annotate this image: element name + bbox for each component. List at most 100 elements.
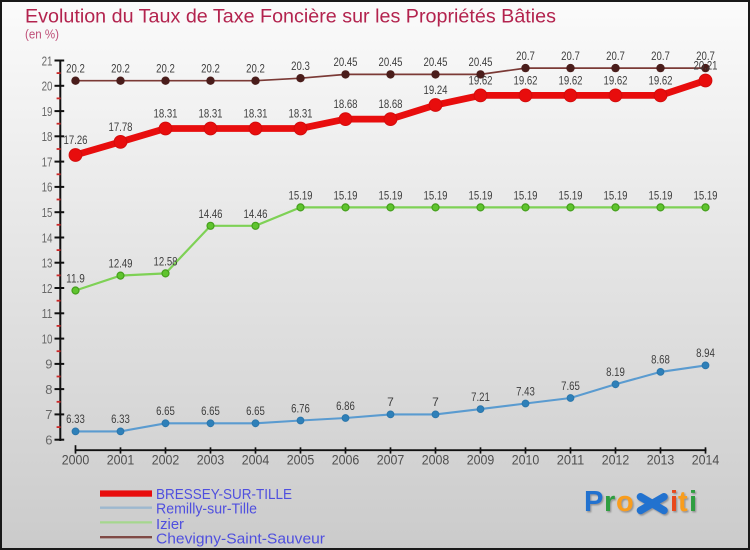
svg-text:12.58: 12.58 [154,254,178,268]
svg-text:19.24: 19.24 [424,83,448,97]
svg-text:20.7: 20.7 [696,49,715,63]
svg-text:18.31: 18.31 [199,107,223,121]
svg-text:20.21: 20.21 [694,59,718,73]
svg-text:2003: 2003 [197,453,225,468]
svg-text:8.68: 8.68 [651,353,670,367]
svg-text:9: 9 [45,357,52,372]
svg-text:17: 17 [42,154,53,169]
svg-text:7: 7 [432,395,439,409]
svg-text:18.68: 18.68 [334,97,358,111]
svg-text:15.19: 15.19 [514,188,538,202]
svg-text:20.3: 20.3 [291,59,310,73]
svg-text:2011: 2011 [557,453,585,468]
svg-text:14.46: 14.46 [199,207,223,221]
svg-text:20: 20 [42,79,53,94]
svg-text:20.7: 20.7 [651,49,670,63]
svg-text:20.45: 20.45 [379,55,403,69]
svg-text:6.65: 6.65 [246,404,265,418]
svg-text:Evolution du Taux de Taxe Fonc: Evolution du Taux de Taxe Foncière sur l… [25,5,556,27]
svg-text:12: 12 [42,281,53,296]
svg-text:2005: 2005 [287,453,315,468]
svg-text:15.19: 15.19 [424,188,448,202]
svg-text:2000: 2000 [62,453,90,468]
svg-text:6: 6 [45,433,52,448]
svg-text:15.19: 15.19 [604,188,628,202]
svg-text:11: 11 [42,306,53,321]
svg-text:19.62: 19.62 [559,74,583,88]
svg-text:o: o [616,486,634,518]
svg-text:2010: 2010 [512,453,540,468]
svg-text:15.19: 15.19 [334,188,358,202]
svg-text:2004: 2004 [242,453,270,468]
svg-text:Izier: Izier [156,516,184,533]
svg-text:2013: 2013 [647,453,675,468]
svg-text:20.45: 20.45 [469,55,493,69]
svg-text:i: i [670,486,678,518]
svg-text:6.86: 6.86 [336,399,355,413]
svg-text:19.62: 19.62 [514,74,538,88]
svg-text:17.26: 17.26 [64,133,88,147]
svg-text:2002: 2002 [152,453,180,468]
svg-text:8.19: 8.19 [606,365,625,379]
svg-text:19.62: 19.62 [604,74,628,88]
svg-text:15.19: 15.19 [649,188,673,202]
svg-text:20.45: 20.45 [424,55,448,69]
svg-text:Remilly-sur-Tille: Remilly-sur-Tille [156,501,257,518]
svg-text:t: t [678,486,688,518]
svg-text:20.2: 20.2 [246,62,265,76]
svg-text:2007: 2007 [377,453,405,468]
svg-text:13: 13 [42,256,53,271]
svg-text:12.49: 12.49 [109,257,133,271]
svg-text:15.19: 15.19 [379,188,403,202]
svg-text:7.43: 7.43 [516,384,535,398]
svg-text:7.65: 7.65 [561,379,580,393]
svg-text:20.2: 20.2 [111,62,130,76]
svg-text:2008: 2008 [422,453,450,468]
svg-text:18.68: 18.68 [379,97,403,111]
svg-text:P: P [584,486,603,518]
svg-text:2009: 2009 [467,453,495,468]
svg-text:15.19: 15.19 [289,188,313,202]
svg-text:17.78: 17.78 [109,120,133,134]
svg-text:10: 10 [42,331,53,346]
svg-text:6.65: 6.65 [156,404,175,418]
svg-text:BRESSEY-SUR-TILLE: BRESSEY-SUR-TILLE [156,486,292,503]
svg-text:19.62: 19.62 [469,74,493,88]
svg-text:8.94: 8.94 [696,346,715,360]
svg-text:(en %): (en %) [25,27,59,42]
svg-text:20.7: 20.7 [516,49,535,63]
svg-text:20.2: 20.2 [156,62,175,76]
svg-text:7: 7 [45,407,52,422]
svg-text:20.2: 20.2 [66,62,85,76]
svg-text:18: 18 [42,129,53,144]
svg-text:6.33: 6.33 [66,412,85,426]
svg-text:15.19: 15.19 [694,188,718,202]
svg-text:19: 19 [42,104,53,119]
svg-text:7: 7 [387,395,394,409]
svg-text:16: 16 [42,180,53,195]
svg-text:20.45: 20.45 [334,55,358,69]
svg-text:Chevigny-Saint-Sauveur: Chevigny-Saint-Sauveur [156,531,325,548]
svg-text:2012: 2012 [602,453,630,468]
svg-text:18.31: 18.31 [244,107,268,121]
svg-text:20.7: 20.7 [606,49,625,63]
svg-text:r: r [604,486,615,518]
svg-text:18.31: 18.31 [289,107,313,121]
svg-text:20.2: 20.2 [201,62,220,76]
svg-text:15.19: 15.19 [559,188,583,202]
svg-text:8: 8 [45,382,52,397]
svg-text:i: i [689,486,697,518]
svg-text:2001: 2001 [107,453,135,468]
svg-text:11.9: 11.9 [66,272,85,286]
svg-text:18.31: 18.31 [154,107,178,121]
svg-text:20.7: 20.7 [561,49,580,63]
svg-text:7.21: 7.21 [471,390,490,404]
svg-text:19.62: 19.62 [649,74,673,88]
svg-text:15: 15 [42,205,53,220]
svg-text:2014: 2014 [692,453,720,468]
svg-text:2006: 2006 [332,453,360,468]
svg-text:14: 14 [42,230,53,245]
svg-text:6.65: 6.65 [201,404,220,418]
svg-text:6.33: 6.33 [111,412,130,426]
svg-text:21: 21 [42,53,53,68]
